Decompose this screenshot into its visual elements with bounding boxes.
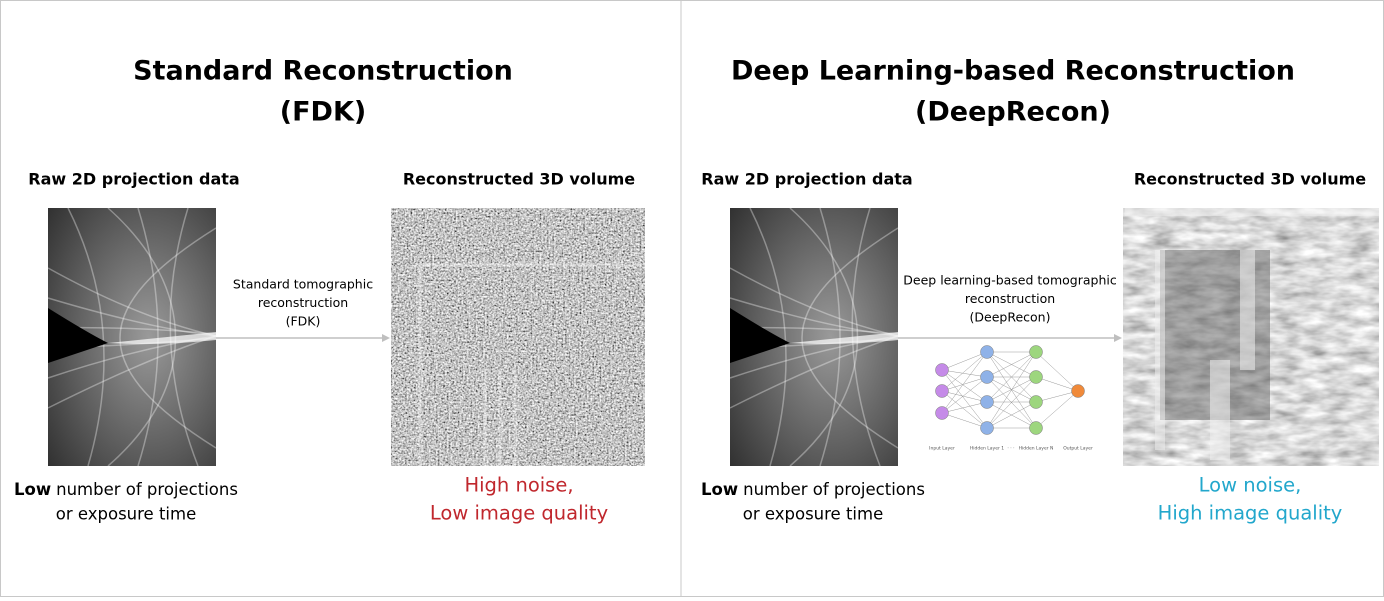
nn-edge bbox=[941, 390, 988, 403]
nn-edge bbox=[1035, 351, 1079, 392]
recon-image-smooth bbox=[1123, 208, 1379, 466]
nn-node bbox=[980, 345, 994, 359]
nn-layer-label: Output Layer bbox=[1063, 446, 1093, 452]
nn-edge bbox=[941, 390, 988, 429]
nn-layer-label: Hidden Layer 1 bbox=[970, 446, 1004, 452]
nn-edge bbox=[941, 401, 988, 414]
process-label: Deep learning-based tomographic bbox=[903, 273, 1117, 288]
panel-title: (FDK) bbox=[280, 97, 366, 128]
result-label: Low noise, bbox=[1199, 474, 1302, 497]
process-label: reconstruction bbox=[965, 291, 1055, 306]
nn-node bbox=[980, 370, 994, 384]
nn-edge bbox=[941, 369, 988, 378]
nn-ellipsis: · · · bbox=[1007, 447, 1014, 452]
process-label: (FDK) bbox=[286, 314, 321, 329]
nn-edge bbox=[941, 376, 988, 414]
process-label: Standard tomographic bbox=[233, 277, 373, 292]
nn-edge bbox=[941, 369, 988, 429]
panel-title: (DeepRecon) bbox=[915, 97, 1111, 128]
nn-node bbox=[935, 384, 949, 398]
input-label: Raw 2D projection data bbox=[28, 170, 239, 189]
nn-edge bbox=[941, 351, 988, 371]
nn-layer-label: Input Layer bbox=[929, 446, 955, 452]
nn-node bbox=[1071, 384, 1085, 398]
arrow-head bbox=[382, 334, 390, 342]
footnote: Low number of projections bbox=[14, 480, 238, 499]
nn-node bbox=[1029, 370, 1043, 384]
nn-edge bbox=[941, 351, 988, 414]
nn-node bbox=[935, 406, 949, 420]
nn-edge bbox=[1035, 390, 1079, 429]
nn-edge bbox=[941, 351, 988, 392]
result-label: High noise, bbox=[464, 474, 573, 497]
projection-image bbox=[47, 207, 217, 467]
nn-node bbox=[935, 363, 949, 377]
footnote-text: number of projections bbox=[743, 480, 925, 499]
arrow-head bbox=[1114, 334, 1122, 342]
footnote: or exposure time bbox=[56, 505, 196, 524]
nn-node bbox=[1029, 345, 1043, 359]
input-label: Raw 2D projection data bbox=[701, 170, 912, 189]
nn-edge bbox=[1035, 376, 1079, 392]
nn-node bbox=[1029, 421, 1043, 435]
footnote: or exposure time bbox=[743, 505, 883, 524]
recon-image-noisy bbox=[391, 208, 645, 466]
process-label: (DeepRecon) bbox=[970, 310, 1051, 325]
nn-node bbox=[980, 395, 994, 409]
footnote: Low number of projections bbox=[701, 480, 925, 499]
process-label: reconstruction bbox=[258, 295, 348, 310]
footnote-bold: Low bbox=[14, 480, 51, 499]
nn-edge bbox=[986, 376, 1037, 403]
result-label: Low image quality bbox=[430, 502, 608, 525]
nn-edge bbox=[986, 401, 1037, 429]
output-label: Reconstructed 3D volume bbox=[1134, 170, 1366, 189]
nn-edge bbox=[986, 376, 1037, 429]
panel-title: Deep Learning-based Reconstruction bbox=[731, 56, 1295, 87]
footnote-bold: Low bbox=[701, 480, 738, 499]
projection-image bbox=[729, 207, 899, 467]
panel-title: Standard Reconstruction bbox=[133, 56, 513, 87]
nn-layer-label: Hidden Layer N bbox=[1019, 446, 1054, 452]
output-label: Reconstructed 3D volume bbox=[403, 170, 635, 189]
nn-node bbox=[980, 421, 994, 435]
footnote-text: number of projections bbox=[56, 480, 238, 499]
nn-edge bbox=[986, 351, 1037, 403]
nn-node bbox=[1029, 395, 1043, 409]
nn-edge bbox=[941, 412, 988, 429]
nn-edge bbox=[986, 351, 1037, 429]
result-label: High image quality bbox=[1158, 502, 1343, 525]
nn-edge bbox=[941, 376, 988, 392]
nn-edge bbox=[986, 351, 1037, 378]
nn-edge bbox=[941, 369, 988, 403]
nn-edge bbox=[1035, 390, 1079, 403]
